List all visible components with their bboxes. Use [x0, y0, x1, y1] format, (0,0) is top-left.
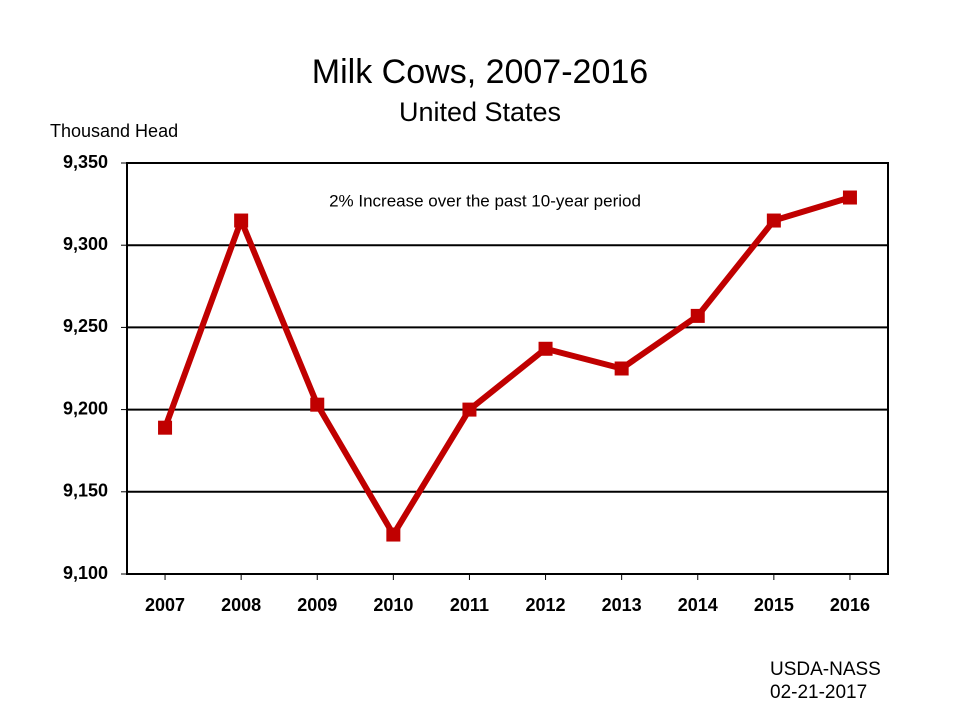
x-tick-label: 2011	[450, 595, 489, 615]
chart-title: Milk Cows, 2007-2016	[312, 53, 648, 91]
plot-frame	[126, 162, 889, 575]
x-tick-label: 2007	[145, 595, 185, 615]
x-tick-label: 2014	[678, 595, 718, 615]
y-tick-label: 9,350	[63, 152, 108, 172]
x-tick-label: 2010	[373, 595, 413, 615]
y-tick-label: 9,150	[63, 481, 108, 501]
data-line	[162, 194, 851, 538]
annotation: 2% Increase over the past 10-year period	[329, 191, 641, 210]
x-tick-label: 2012	[526, 595, 566, 615]
x-tick-label: 2015	[754, 595, 794, 615]
marker	[842, 190, 857, 205]
y-axis-label: Thousand Head	[50, 121, 178, 141]
y-tick-label: 9,250	[63, 316, 108, 336]
marker	[766, 213, 781, 228]
chart-subtitle: United States	[399, 97, 561, 127]
date: 02-21-2017	[770, 682, 867, 703]
source: USDA-NASS	[770, 659, 881, 680]
marker	[462, 402, 477, 417]
x-tick-label: 2016	[830, 595, 870, 615]
x-tick-label: 2009	[297, 595, 337, 615]
marker	[538, 341, 553, 356]
y-tick-label: 9,100	[63, 563, 108, 583]
marker	[234, 213, 249, 228]
marker	[158, 420, 173, 435]
marker	[690, 308, 705, 323]
x-tick-label: 2008	[221, 595, 261, 615]
y-tick-label: 9,300	[63, 234, 108, 254]
marker	[310, 397, 325, 412]
marker	[614, 361, 629, 376]
y-tick-label: 9,200	[63, 398, 108, 418]
marker	[386, 527, 401, 542]
x-tick-label: 2013	[602, 595, 642, 615]
